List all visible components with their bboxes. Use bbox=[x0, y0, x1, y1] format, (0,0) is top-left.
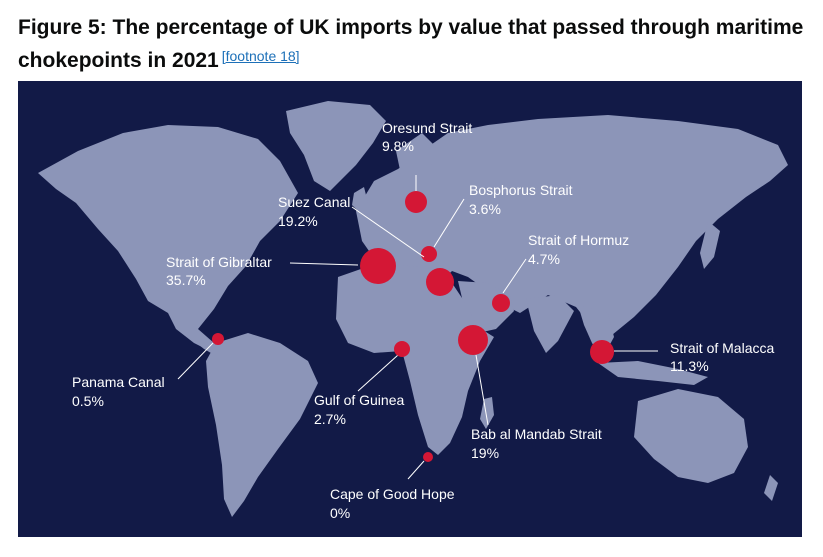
madagascar-landmass bbox=[480, 397, 494, 429]
guinea-name-label: Gulf of Guinea bbox=[314, 392, 404, 408]
uk-landmass bbox=[352, 187, 368, 213]
malacca-name-label: Strait of Malacca bbox=[670, 340, 774, 356]
india-landmass bbox=[526, 295, 574, 353]
guinea-bubble bbox=[394, 341, 410, 357]
point-gulf-of-guinea[interactable]: Gulf of Guinea 2.7% bbox=[314, 341, 410, 427]
greenland-landmass bbox=[286, 101, 386, 191]
bosphorus-bubble bbox=[421, 246, 437, 262]
cape-leader-line bbox=[407, 460, 425, 480]
hormuz-bubble bbox=[492, 294, 510, 312]
point-bosphorus-strait[interactable]: Bosphorus Strait 3.6% bbox=[421, 182, 573, 262]
point-bab-al-mandab-strait[interactable]: Bab al Mandab Strait 19% bbox=[458, 325, 602, 461]
malacca-value-label: 11.3% bbox=[670, 358, 709, 374]
mandab-name-label: Bab al Mandab Strait bbox=[471, 426, 602, 442]
cape-value-label: 0% bbox=[330, 505, 350, 521]
suez-name-label: Suez Canal bbox=[278, 194, 350, 210]
indonesia-landmass bbox=[598, 361, 708, 385]
hormuz-leader-line bbox=[502, 258, 527, 294]
south-america-landmass bbox=[206, 333, 318, 517]
guinea-leader-line bbox=[357, 354, 399, 392]
mandab-leader-line bbox=[475, 354, 489, 426]
panama-leader-line bbox=[177, 342, 214, 380]
figure-title: Figure 5: The percentage of UK imports b… bbox=[18, 14, 808, 75]
mandab-value-label: 19% bbox=[471, 445, 499, 461]
chokepoint-points: Oresund Strait 9.8% Bosphorus Strait 3.6… bbox=[72, 120, 774, 521]
bosphorus-value-label: 3.6% bbox=[469, 201, 501, 217]
panama-bubble bbox=[212, 333, 224, 345]
map-svg: Oresund Strait 9.8% Bosphorus Strait 3.6… bbox=[38, 101, 788, 521]
mandab-bubble bbox=[458, 325, 488, 355]
point-strait-of-malacca[interactable]: Strait of Malacca 11.3% bbox=[590, 340, 774, 374]
north-america-landmass bbox=[38, 125, 298, 351]
point-strait-of-gibraltar[interactable]: Strait of Gibraltar 35.7% bbox=[166, 248, 396, 288]
eurasia-landmass bbox=[356, 115, 788, 335]
new-zealand-landmass bbox=[764, 475, 778, 501]
point-panama-canal[interactable]: Panama Canal 0.5% bbox=[72, 333, 224, 409]
suez-value-label: 19.2% bbox=[278, 213, 318, 229]
oresund-bubble bbox=[405, 191, 427, 213]
footnote-link[interactable]: [footnote 18] bbox=[221, 48, 300, 64]
point-cape-of-good-hope[interactable]: Cape of Good Hope 0% bbox=[330, 452, 455, 521]
gibraltar-value-label: 35.7% bbox=[166, 272, 206, 288]
guinea-value-label: 2.7% bbox=[314, 411, 346, 427]
suez-leader-line bbox=[351, 206, 425, 258]
hormuz-name-label: Strait of Hormuz bbox=[528, 232, 629, 248]
point-oresund-strait[interactable]: Oresund Strait 9.8% bbox=[382, 120, 472, 213]
chokepoints-map: Oresund Strait 9.8% Bosphorus Strait 3.6… bbox=[18, 81, 802, 537]
figure-title-text: Figure 5: The percentage of UK imports b… bbox=[18, 16, 804, 72]
point-suez-canal[interactable]: Suez Canal 19.2% bbox=[278, 194, 454, 296]
malacca-bubble bbox=[590, 340, 614, 364]
cape-name-label: Cape of Good Hope bbox=[330, 486, 455, 502]
africa-landmass bbox=[336, 263, 494, 455]
land-masses bbox=[38, 101, 788, 517]
oresund-name-label: Oresund Strait bbox=[382, 120, 472, 136]
scandinavia-landmass bbox=[396, 133, 436, 201]
oresund-value-label: 9.8% bbox=[382, 138, 414, 154]
hormuz-value-label: 4.7% bbox=[528, 251, 560, 267]
japan-landmass bbox=[700, 221, 720, 269]
panama-name-label: Panama Canal bbox=[72, 374, 165, 390]
gibraltar-name-label: Strait of Gibraltar bbox=[166, 254, 272, 270]
point-strait-of-hormuz[interactable]: Strait of Hormuz 4.7% bbox=[492, 232, 629, 312]
gibraltar-bubble bbox=[360, 248, 396, 284]
bosphorus-name-label: Bosphorus Strait bbox=[469, 182, 573, 198]
gibraltar-leader-line bbox=[289, 262, 359, 266]
bosphorus-leader-line bbox=[433, 198, 465, 248]
australia-landmass bbox=[634, 389, 748, 483]
suez-bubble bbox=[426, 268, 454, 296]
cape-bubble bbox=[423, 452, 433, 462]
panama-value-label: 0.5% bbox=[72, 393, 104, 409]
